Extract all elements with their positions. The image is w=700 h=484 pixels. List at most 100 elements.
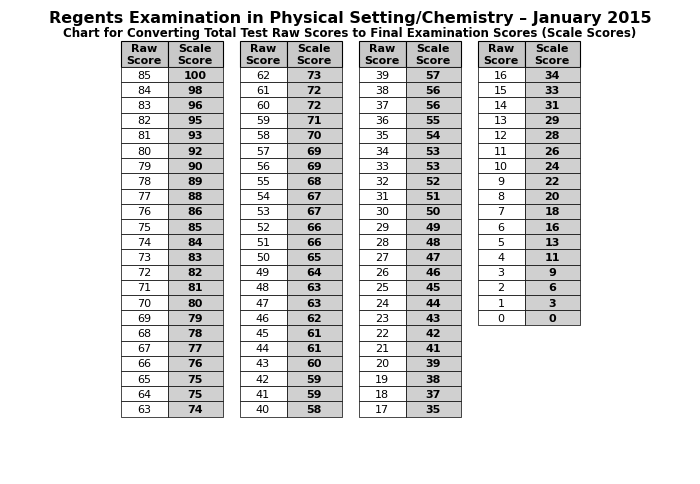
Text: 59: 59 bbox=[307, 374, 322, 384]
Bar bbox=[286, 42, 342, 68]
Text: 95: 95 bbox=[188, 116, 203, 126]
Bar bbox=[286, 159, 342, 174]
Text: 22: 22 bbox=[545, 177, 560, 187]
Bar bbox=[286, 83, 342, 98]
Text: 54: 54 bbox=[256, 192, 270, 202]
Bar bbox=[524, 159, 580, 174]
Bar bbox=[120, 42, 167, 68]
Text: 16: 16 bbox=[544, 222, 560, 232]
Bar bbox=[286, 144, 342, 159]
Text: 28: 28 bbox=[545, 131, 560, 141]
Bar bbox=[120, 174, 167, 189]
Text: 76: 76 bbox=[137, 207, 151, 217]
Bar bbox=[358, 159, 405, 174]
Text: 98: 98 bbox=[187, 86, 203, 96]
Text: 73: 73 bbox=[307, 71, 322, 80]
Bar bbox=[358, 371, 405, 386]
Bar bbox=[358, 311, 405, 326]
Bar bbox=[167, 265, 223, 280]
Text: 57: 57 bbox=[426, 71, 441, 80]
Bar bbox=[524, 280, 580, 295]
Text: 30: 30 bbox=[375, 207, 389, 217]
Bar bbox=[358, 265, 405, 280]
Text: 45: 45 bbox=[426, 283, 441, 293]
Bar bbox=[167, 280, 223, 295]
Bar bbox=[239, 42, 286, 68]
Text: 43: 43 bbox=[256, 359, 270, 369]
Bar bbox=[239, 295, 286, 311]
Bar bbox=[405, 98, 461, 113]
Text: 78: 78 bbox=[137, 177, 151, 187]
Bar bbox=[477, 189, 524, 204]
Text: 24: 24 bbox=[544, 162, 560, 171]
Bar bbox=[239, 68, 286, 83]
Text: 52: 52 bbox=[256, 222, 270, 232]
Bar bbox=[477, 250, 524, 265]
Bar bbox=[477, 220, 524, 235]
Text: 71: 71 bbox=[137, 283, 151, 293]
Text: 31: 31 bbox=[375, 192, 389, 202]
Text: 76: 76 bbox=[187, 359, 203, 369]
Bar bbox=[286, 265, 342, 280]
Text: 81: 81 bbox=[188, 283, 203, 293]
Bar bbox=[286, 98, 342, 113]
Text: 62: 62 bbox=[256, 71, 270, 80]
Text: 52: 52 bbox=[426, 177, 441, 187]
Bar bbox=[405, 250, 461, 265]
Bar bbox=[286, 402, 342, 417]
Text: 47: 47 bbox=[425, 253, 441, 262]
Bar bbox=[477, 159, 524, 174]
Bar bbox=[358, 356, 405, 371]
Bar bbox=[524, 311, 580, 326]
Bar bbox=[239, 311, 286, 326]
Bar bbox=[405, 204, 461, 220]
Bar bbox=[477, 280, 524, 295]
Bar bbox=[477, 265, 524, 280]
Bar bbox=[358, 326, 405, 341]
Text: 18: 18 bbox=[375, 389, 389, 399]
Bar bbox=[239, 371, 286, 386]
Bar bbox=[120, 235, 167, 250]
Bar bbox=[358, 144, 405, 159]
Text: 53: 53 bbox=[426, 162, 440, 171]
Text: 16: 16 bbox=[494, 71, 508, 80]
Text: 9: 9 bbox=[548, 268, 556, 278]
Text: 56: 56 bbox=[426, 101, 441, 111]
Bar bbox=[358, 83, 405, 98]
Bar bbox=[286, 220, 342, 235]
Text: 21: 21 bbox=[375, 344, 389, 353]
Text: 60: 60 bbox=[256, 101, 270, 111]
Text: 59: 59 bbox=[307, 389, 322, 399]
Text: 64: 64 bbox=[306, 268, 322, 278]
Text: 66: 66 bbox=[306, 237, 322, 247]
Text: 51: 51 bbox=[256, 237, 270, 247]
Text: 85: 85 bbox=[188, 222, 203, 232]
Text: 63: 63 bbox=[137, 404, 151, 414]
Bar bbox=[405, 235, 461, 250]
Bar bbox=[358, 295, 405, 311]
Bar bbox=[405, 68, 461, 83]
Bar bbox=[286, 250, 342, 265]
Text: 54: 54 bbox=[426, 131, 441, 141]
Bar bbox=[524, 250, 580, 265]
Bar bbox=[167, 42, 223, 68]
Text: 77: 77 bbox=[137, 192, 151, 202]
Text: 43: 43 bbox=[426, 313, 441, 323]
Text: 63: 63 bbox=[307, 283, 322, 293]
Text: 85: 85 bbox=[137, 71, 151, 80]
Text: 38: 38 bbox=[375, 86, 389, 96]
Text: 19: 19 bbox=[375, 374, 389, 384]
Bar bbox=[405, 174, 461, 189]
Text: Scale
Score: Scale Score bbox=[534, 44, 570, 66]
Bar bbox=[120, 295, 167, 311]
Text: 49: 49 bbox=[256, 268, 270, 278]
Text: 24: 24 bbox=[375, 298, 389, 308]
Text: Raw
Score: Raw Score bbox=[127, 44, 162, 66]
Text: 5: 5 bbox=[498, 237, 505, 247]
Text: 82: 82 bbox=[188, 268, 203, 278]
Bar bbox=[120, 189, 167, 204]
Bar bbox=[405, 113, 461, 129]
Bar bbox=[167, 129, 223, 144]
Bar bbox=[120, 83, 167, 98]
Bar bbox=[358, 386, 405, 402]
